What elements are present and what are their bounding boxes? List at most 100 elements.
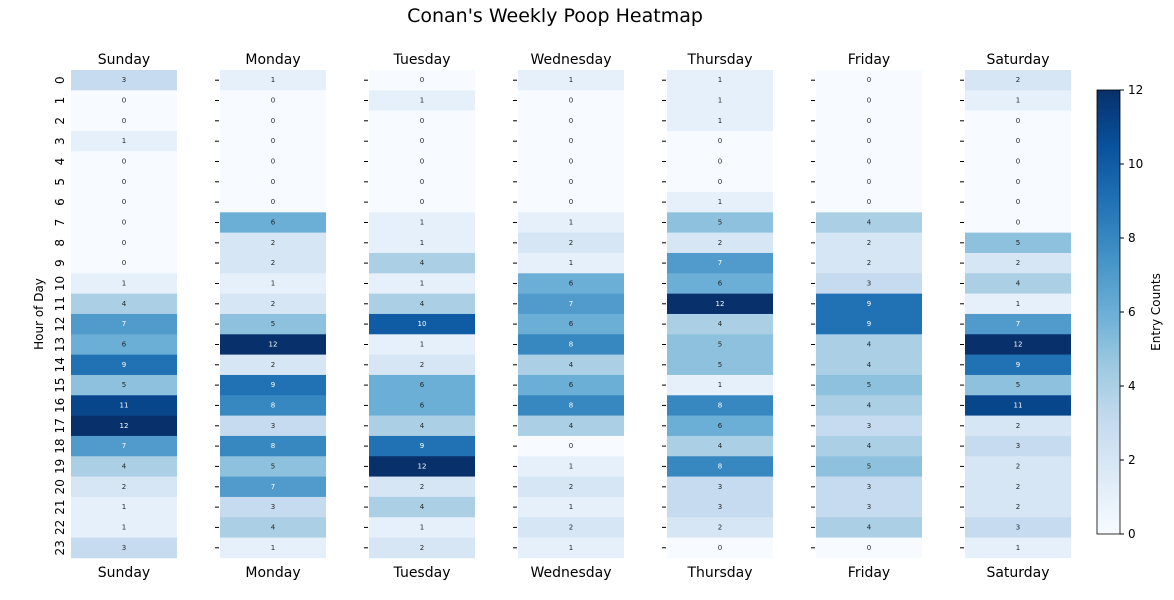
cell-value: 0	[420, 137, 424, 145]
cell-value: 0	[867, 178, 871, 186]
cell-value: 5	[867, 462, 871, 470]
heatmap-cell	[71, 293, 177, 315]
cell-value: 8	[569, 341, 573, 349]
cell-value: 0	[569, 442, 573, 450]
heatmap-cell	[518, 171, 624, 193]
cell-value: 0	[271, 137, 275, 145]
heatmap-cell	[220, 110, 326, 132]
heatmap-cell	[667, 273, 773, 294]
heatmap-cell	[667, 232, 773, 254]
day-axis-label: Tuesday	[393, 565, 451, 581]
heatmap-cell	[71, 354, 177, 376]
heatmap-cell	[71, 313, 177, 335]
cell-value: 2	[271, 239, 275, 247]
heatmap-cell	[220, 517, 326, 538]
heatmap-cell	[518, 313, 624, 335]
cell-value: 0	[271, 178, 275, 186]
heatmap-cell	[71, 476, 177, 498]
cell-value: 0	[1016, 158, 1020, 166]
cell-value: 1	[718, 76, 722, 84]
heatmap-cell	[667, 354, 773, 376]
heatmap-cell	[667, 252, 773, 274]
cell-value: 6	[718, 280, 723, 288]
heatmap-cell	[369, 395, 475, 416]
day-panel-saturday: Saturday Saturday 2 1 0 0 0 0 0 0 5 2 4 1 7 12 9 5 11 2 3 2 2 2…	[960, 52, 1071, 581]
heatmap-cell	[518, 110, 624, 132]
cell-value: 2	[1016, 483, 1020, 491]
heatmap-cell	[369, 435, 475, 457]
cell-value: 9	[1016, 361, 1020, 369]
heatmap-cell	[71, 110, 177, 132]
heatmap-cell	[667, 90, 773, 111]
cell-value: 5	[271, 320, 275, 328]
heatmap-cell	[71, 90, 177, 111]
cell-value: 1	[1016, 97, 1020, 105]
cell-value: 0	[569, 198, 573, 206]
heatmap-cell	[71, 252, 177, 274]
day-title: Sunday	[98, 52, 150, 68]
cell-value: 0	[569, 137, 573, 145]
cell-value: 4	[569, 422, 574, 430]
hour-tick-label: 0	[53, 76, 67, 84]
heatmap-cell	[220, 70, 326, 91]
cell-value: 1	[420, 97, 424, 105]
cell-value: 0	[867, 137, 871, 145]
cell-value: 1	[718, 97, 722, 105]
cell-value: 2	[1016, 462, 1020, 470]
colorbar	[1096, 89, 1121, 535]
hour-tick-label: 19	[53, 459, 67, 474]
heatmap-cell	[518, 476, 624, 498]
cell-value: 3	[271, 422, 275, 430]
colorbar-label: Entry Counts	[1149, 273, 1163, 351]
colorbar-tick-label: 8	[1128, 231, 1136, 245]
heatmap-cell	[667, 415, 773, 437]
cell-value: 0	[718, 178, 722, 186]
cell-value: 0	[122, 219, 126, 227]
cell-value: 2	[271, 259, 275, 267]
heatmap-cell	[518, 252, 624, 274]
cell-value: 3	[867, 280, 871, 288]
heatmap-cell	[965, 273, 1071, 294]
hour-tick-label: 2	[53, 117, 67, 125]
heatmap-cell	[369, 496, 475, 518]
cell-value: 2	[867, 239, 871, 247]
heatmap-cell	[369, 313, 475, 335]
heatmap-cell	[220, 456, 326, 477]
cell-value: 12	[269, 341, 278, 349]
heatmap-cell	[369, 537, 475, 559]
day-panel-wednesday: Wednesday Wednesday 1 0 0 0 0 0 0 1 2 1 6 7 6 8 4 6 8 4 0 1 2 1…	[513, 52, 624, 581]
cell-value: 5	[867, 381, 871, 389]
cell-value: 1	[420, 523, 424, 531]
cell-value: 0	[867, 97, 871, 105]
heatmap-cell	[220, 191, 326, 213]
cell-value: 0	[271, 97, 275, 105]
heatmap-cell	[667, 191, 773, 213]
cell-value: 4	[122, 300, 127, 308]
cell-value: 2	[718, 523, 722, 531]
cell-value: 1	[122, 280, 126, 288]
cell-value: 1	[569, 259, 573, 267]
heatmap-cell	[965, 212, 1071, 233]
hour-tick-label: 14	[53, 357, 67, 372]
heatmap-cell	[71, 496, 177, 518]
day-title: Wednesday	[530, 52, 611, 68]
heatmap-cell	[816, 496, 922, 518]
heatmap-cell	[518, 415, 624, 437]
cell-value: 0	[718, 158, 722, 166]
heatmap-cell	[369, 456, 475, 477]
heatmap-cell	[667, 395, 773, 416]
cell-value: 12	[1014, 341, 1023, 349]
heatmap-cell	[369, 476, 475, 498]
cell-value: 4	[867, 341, 872, 349]
cell-value: 8	[718, 462, 722, 470]
cell-value: 4	[867, 442, 872, 450]
heatmap-cell	[518, 212, 624, 233]
cell-value: 0	[122, 259, 126, 267]
hour-tick-label: 1	[53, 97, 67, 105]
heatmap-cell	[667, 537, 773, 559]
cell-value: 0	[122, 178, 126, 186]
hour-tick-label: 4	[53, 158, 67, 166]
cell-value: 4	[420, 422, 425, 430]
cell-value: 2	[569, 483, 573, 491]
